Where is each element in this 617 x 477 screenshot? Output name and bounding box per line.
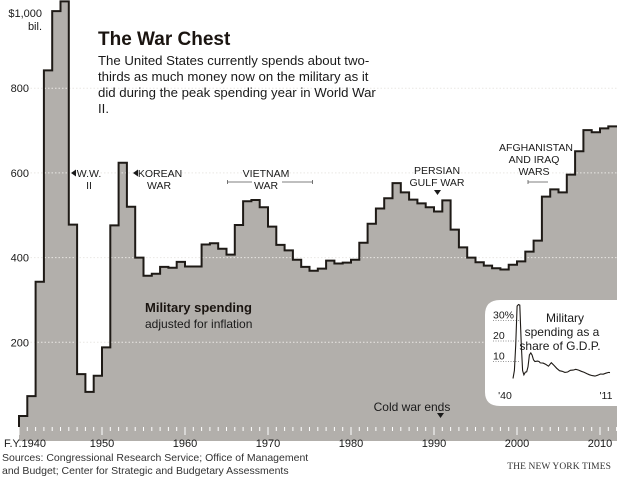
y-unit-label: bil. (28, 21, 42, 33)
series-label-title: Military spending (145, 300, 252, 315)
x-tick-label-1940: F.Y.1940 (4, 438, 46, 450)
x-tick-label-2010: 2010 (588, 438, 612, 450)
series-label-subtitle: adjusted for inflation (145, 317, 252, 331)
annotation-gulf-line1: PERSIAN (414, 165, 460, 177)
page-title: The War Chest (98, 29, 231, 50)
y-tick-label-600: 600 (11, 168, 29, 180)
inset-y-label-20: 20 (493, 330, 505, 342)
y-tick-label-400: 400 (11, 253, 29, 265)
annotation-afghan-line2: AND IRAQ (509, 154, 560, 166)
x-tick-label-1990: 1990 (422, 438, 446, 450)
annotation-cold-war: Cold war ends (374, 400, 451, 414)
inset-title-line1: Military (546, 311, 584, 325)
y-tick-label-1000: $1,000 (8, 8, 42, 20)
x-tick-label-1960: 1960 (173, 438, 197, 450)
x-tick-label-1980: 1980 (339, 438, 363, 450)
annotation-vietnam-line2: WAR (254, 180, 279, 192)
annotation-afghan-line1: AFGHANISTAN (499, 142, 573, 154)
inset-x-label-start: '40 (498, 390, 512, 402)
x-tick-label-2000: 2000 (505, 438, 529, 450)
annotation-korean-line2: WAR (147, 180, 172, 192)
annotation-ww2-line2: II (86, 180, 92, 192)
inset-title-line3: share of G.D.P. (519, 339, 600, 353)
annotation-korean-line1: KOREAN (138, 168, 182, 180)
ww2-arrow-icon (71, 169, 76, 177)
inset-gdp-line (512, 303, 611, 379)
military-spending-line (18, 0, 617, 427)
inset-panel (485, 300, 617, 406)
annotation-gulf-line2: GULF WAR (409, 177, 464, 189)
annotation-ww2-line1: W.W. (77, 168, 102, 180)
annotation-vietnam-line1: VIETNAM (243, 168, 290, 180)
x-tick-label-1970: 1970 (256, 438, 280, 450)
page-subtitle: The United States currently spends about… (98, 53, 376, 116)
cold-war-arrow-icon (437, 413, 444, 418)
y-tick-label-200: 200 (11, 337, 29, 349)
gulf-war-arrow-icon (434, 190, 441, 195)
korean-war-arrow-icon (133, 169, 138, 177)
annotation-afghan-line3: WARS (518, 166, 549, 178)
gdp-share-inset: 10 20 30% '40 '11 Military spending as a sha… (485, 300, 617, 406)
inset-grid: 10 20 30% '40 '11 (493, 310, 613, 402)
publisher-credit: THE NEW YORK TIMES (507, 462, 611, 472)
x-axis: F.Y.1940 1950 1960 1970 1980 1990 2000 2010 (4, 427, 617, 450)
x-tick-label-1950: 1950 (90, 438, 114, 450)
sources-note: Sources: Congressional Research Service;… (2, 452, 309, 477)
inset-title-line2: spending as a (525, 325, 600, 339)
military-spending-area (19, 1, 617, 439)
y-tick-label-800: 800 (11, 83, 29, 95)
inset-x-label-end: '11 (600, 390, 613, 402)
inset-y-label-30: 30% (493, 310, 514, 322)
inset-y-label-10: 10 (493, 351, 505, 363)
